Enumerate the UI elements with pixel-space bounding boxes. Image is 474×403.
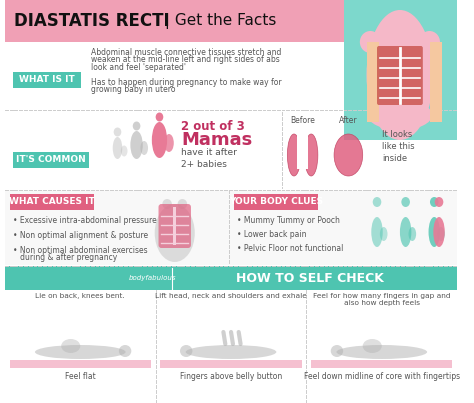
Text: Lie on back, knees bent.: Lie on back, knees bent. [36, 293, 125, 299]
Bar [234, 194, 318, 210]
Ellipse shape [180, 345, 192, 357]
Ellipse shape [401, 197, 410, 207]
Text: YOUR BODY CLUES: YOUR BODY CLUES [229, 197, 323, 206]
Bar [311, 360, 452, 368]
Ellipse shape [130, 131, 143, 159]
Ellipse shape [119, 345, 131, 357]
Bar [5, 42, 344, 110]
Ellipse shape [133, 121, 140, 131]
Bar [430, 42, 442, 122]
Text: Feel down midline of core with fingertips: Feel down midline of core with fingertip… [304, 372, 460, 381]
Text: 2 out of 3: 2 out of 3 [182, 120, 245, 133]
Bar [12, 152, 89, 168]
Bar [5, 266, 457, 290]
Bar [344, 0, 457, 140]
Bar [12, 72, 81, 88]
Text: Mamas: Mamas [182, 131, 253, 149]
Ellipse shape [304, 134, 318, 176]
Text: HOW TO SELF CHECK: HOW TO SELF CHECK [236, 272, 384, 285]
Bar [5, 0, 457, 42]
Ellipse shape [371, 217, 383, 247]
Text: WHAT IS IT: WHAT IS IT [19, 75, 75, 85]
Ellipse shape [178, 199, 187, 209]
FancyBboxPatch shape [158, 204, 191, 248]
Bar [9, 194, 94, 210]
Ellipse shape [162, 199, 172, 209]
Text: Feel flat: Feel flat [65, 372, 96, 381]
Bar [173, 207, 176, 245]
Text: • Excessive intra-abdominal pressure: • Excessive intra-abdominal pressure [12, 216, 156, 225]
Ellipse shape [114, 127, 121, 137]
Ellipse shape [140, 141, 148, 155]
Ellipse shape [409, 227, 416, 241]
Text: during & after pregnancy: during & after pregnancy [12, 253, 117, 262]
Text: • Pelvic Floor not functional: • Pelvic Floor not functional [237, 244, 343, 253]
Text: IT'S COMMON: IT'S COMMON [16, 156, 86, 164]
Text: WHAT CAUSES IT: WHAT CAUSES IT [9, 197, 94, 206]
Ellipse shape [435, 197, 443, 207]
Ellipse shape [400, 217, 411, 247]
Ellipse shape [433, 217, 445, 247]
Ellipse shape [437, 227, 445, 241]
Ellipse shape [164, 134, 174, 152]
Bar [160, 360, 301, 368]
Ellipse shape [367, 100, 432, 130]
Text: After: After [339, 116, 358, 125]
Text: Abdominal muscle connective tissues stretch and: Abdominal muscle connective tissues stre… [91, 48, 281, 57]
Ellipse shape [366, 10, 433, 140]
Ellipse shape [113, 137, 122, 159]
Ellipse shape [428, 217, 440, 247]
Ellipse shape [61, 339, 80, 353]
Ellipse shape [334, 134, 363, 176]
FancyBboxPatch shape [377, 46, 423, 105]
Text: weaken at the mid-line left and right sides of abs: weaken at the mid-line left and right si… [91, 56, 280, 64]
Text: Fingers above belly button: Fingers above belly button [180, 372, 282, 381]
Ellipse shape [380, 227, 388, 241]
Bar [5, 290, 457, 403]
Text: Has to happen during pregnancy to make way for: Has to happen during pregnancy to make w… [91, 78, 282, 87]
Text: Feel for how many fingers in gap and
also how depth feels: Feel for how many fingers in gap and als… [313, 293, 450, 306]
Ellipse shape [155, 112, 163, 121]
Bar [5, 110, 457, 188]
Ellipse shape [363, 339, 382, 353]
Ellipse shape [430, 197, 438, 207]
Text: have it after
2+ babies: have it after 2+ babies [182, 148, 237, 169]
Text: • Lower back pain: • Lower back pain [237, 230, 306, 239]
Text: • Mummy Tummy or Pooch: • Mummy Tummy or Pooch [237, 216, 340, 225]
Ellipse shape [360, 31, 381, 53]
Text: bodyfabulous: bodyfabulous [129, 275, 176, 281]
Ellipse shape [373, 197, 381, 207]
Ellipse shape [337, 345, 427, 359]
Ellipse shape [121, 145, 128, 156]
Bar [5, 190, 457, 265]
Text: look and feel 'separated': look and feel 'separated' [91, 63, 186, 72]
Bar [9, 360, 151, 368]
Bar [297, 127, 308, 169]
Ellipse shape [186, 345, 276, 359]
Bar [367, 42, 379, 122]
Ellipse shape [152, 122, 167, 158]
Ellipse shape [35, 345, 126, 359]
Ellipse shape [155, 204, 195, 262]
Text: Lift head, neck and shoulders and exhale: Lift head, neck and shoulders and exhale [155, 293, 307, 299]
Text: • Non optimal abdominal exercises: • Non optimal abdominal exercises [12, 246, 147, 255]
Ellipse shape [331, 345, 343, 357]
Text: • Non optimal alignment & posture: • Non optimal alignment & posture [12, 231, 148, 240]
Ellipse shape [287, 134, 301, 176]
Text: DIASTATIS RECTI: DIASTATIS RECTI [14, 12, 170, 30]
Text: Before: Before [290, 116, 315, 125]
Text: It looks
like this
inside: It looks like this inside [382, 130, 414, 162]
Text: growing baby in utero: growing baby in utero [91, 85, 175, 94]
Ellipse shape [419, 31, 440, 53]
Text: | Get the Facts: | Get the Facts [160, 13, 277, 29]
